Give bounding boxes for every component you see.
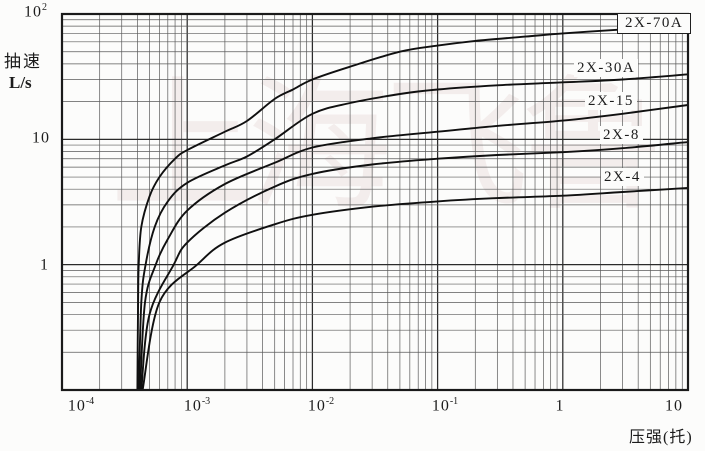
x-tick-1: 1: [555, 397, 565, 415]
y-tick-10: 10: [32, 129, 50, 147]
curve-label-2x-8: 2X-8: [600, 126, 643, 144]
x-tick-10: 10: [665, 397, 683, 415]
y-tick-1: 1: [40, 256, 49, 274]
curves-layer: [136, 28, 688, 390]
x-tick-1e-3: 10-3: [183, 396, 211, 415]
curve-2x-15: [139, 104, 688, 390]
curve-label-2x-30a: 2X-30A: [574, 59, 639, 77]
x-tick-1e-2: 10-2: [307, 396, 335, 415]
plot-border: [60, 12, 690, 392]
x-tick-1e-4: 10-4: [67, 396, 95, 415]
curve-2x-30a: [137, 73, 688, 390]
x-tick-1e-1: 10-1: [431, 396, 459, 415]
x-axis-title: 压强(托): [629, 429, 693, 446]
y-axis-unit: L/s: [9, 73, 32, 92]
curve-label-2x-15: 2X-15: [585, 92, 637, 110]
curve-2x-8: [140, 141, 688, 390]
y-tick-100: 102: [24, 2, 47, 21]
y-axis-title: 抽速: [4, 52, 42, 71]
curve-label-2x-4: 2X-4: [601, 168, 644, 186]
curve-2x-4: [141, 186, 688, 390]
curve-2x-70a: [136, 28, 620, 390]
curve-label-2x-70a: 2X-70A: [617, 13, 692, 34]
